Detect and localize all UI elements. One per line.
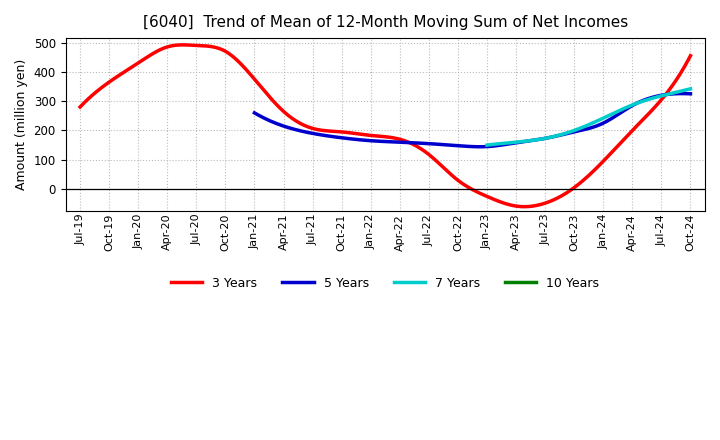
Y-axis label: Amount (million yen): Amount (million yen) [15,59,28,190]
Title: [6040]  Trend of Mean of 12-Month Moving Sum of Net Incomes: [6040] Trend of Mean of 12-Month Moving … [143,15,628,30]
Legend: 3 Years, 5 Years, 7 Years, 10 Years: 3 Years, 5 Years, 7 Years, 10 Years [166,272,604,295]
